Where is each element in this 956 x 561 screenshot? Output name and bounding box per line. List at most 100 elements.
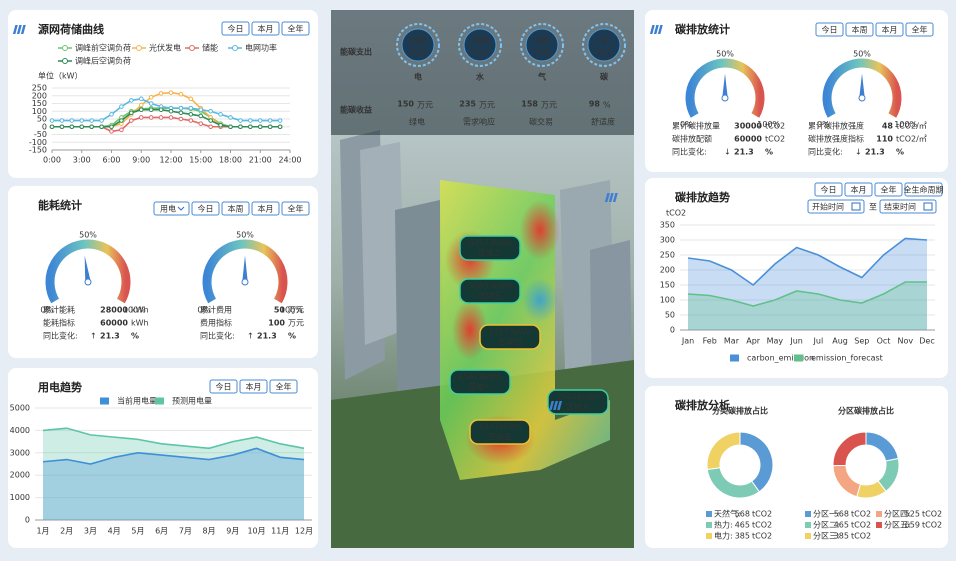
- expense-unit: 万元: [534, 49, 550, 58]
- button[interactable]: [905, 22, 934, 37]
- button-label: 本月: [851, 185, 867, 195]
- point: [248, 124, 253, 130]
- legend-unit: tCO2: [851, 521, 871, 530]
- stat-unit: kWh: [131, 319, 149, 328]
- title-icon: [649, 25, 655, 34]
- zone-badge[interactable]: [469, 419, 531, 445]
- point: [89, 118, 94, 123]
- zone-energy: 43478kWh: [478, 423, 521, 432]
- button-label: 全年: [288, 204, 304, 214]
- x-tick-label: 18:00: [219, 156, 242, 165]
- series-line: [42, 427, 305, 450]
- zone-badge[interactable]: [449, 369, 511, 395]
- button[interactable]: [875, 22, 904, 37]
- button[interactable]: [221, 21, 250, 36]
- button-label: 今日: [198, 204, 214, 214]
- legend-swatch: [876, 511, 882, 517]
- building: [395, 200, 445, 440]
- change-unit: %: [765, 148, 773, 157]
- y-tick-label: 50: [665, 311, 675, 320]
- button[interactable]: [874, 182, 903, 197]
- button-label: 今日: [216, 382, 232, 392]
- expense-value: 58: [536, 37, 548, 46]
- zone-badge[interactable]: [459, 278, 521, 304]
- panel: [645, 10, 948, 172]
- legend-label: emission_forecast: [811, 354, 883, 363]
- expense-unit: 万元: [472, 49, 488, 58]
- zone-badge[interactable]: [479, 324, 541, 350]
- point: [59, 118, 65, 123]
- panel-title: 源网荷储曲线: [38, 22, 104, 36]
- point: [238, 118, 243, 123]
- stat-value: 48: [882, 122, 894, 131]
- ring-inner: [463, 28, 497, 62]
- button[interactable]: [191, 201, 220, 216]
- zone-name: 区域二: [478, 248, 502, 258]
- legend-marker: [136, 45, 142, 51]
- button[interactable]: [904, 182, 943, 197]
- button[interactable]: [269, 379, 298, 394]
- stat-value: 28000: [100, 306, 128, 315]
- date-picker[interactable]: [879, 199, 937, 214]
- point: [49, 118, 55, 123]
- button[interactable]: [209, 379, 238, 394]
- button[interactable]: [844, 182, 873, 197]
- gauge-hub: [858, 94, 866, 102]
- expense-label: 电: [414, 72, 422, 82]
- button[interactable]: [281, 201, 310, 216]
- button[interactable]: [814, 182, 843, 197]
- x-tick-label: 12月: [295, 527, 313, 536]
- button[interactable]: [251, 201, 280, 216]
- button-label: 全年: [276, 382, 292, 392]
- stat-label: 碳排放配额: [672, 134, 712, 144]
- y-tick-label: -150: [29, 146, 47, 155]
- x-tick-label: 21:00: [249, 156, 272, 165]
- gauge-tick: 50%: [716, 50, 734, 59]
- income-value: 158: [521, 100, 538, 109]
- point: [138, 107, 144, 112]
- zone-badge[interactable]: [459, 235, 521, 261]
- point: [257, 124, 263, 130]
- button[interactable]: [815, 22, 844, 37]
- gauge-needle: [242, 255, 248, 281]
- button[interactable]: [845, 22, 874, 37]
- y-tick-label: 200: [32, 91, 47, 100]
- y-tick-label: 150: [32, 99, 47, 108]
- ring: [396, 23, 440, 67]
- button[interactable]: [221, 201, 250, 216]
- x-tick-label: Nov: [897, 337, 913, 346]
- legend-unit: tCO2: [752, 521, 772, 530]
- y-tick-label: 4000: [10, 426, 30, 435]
- date-picker-label: 结束时间: [884, 202, 916, 212]
- button[interactable]: [281, 21, 310, 36]
- gauge-tick: 100%: [123, 306, 146, 315]
- dropdown[interactable]: [153, 201, 190, 216]
- y-tick-label: 250: [32, 84, 47, 93]
- y-axis-label: 单位（kW）: [38, 71, 83, 81]
- gauge-tick: 100%: [894, 120, 917, 129]
- title-icon: [604, 193, 610, 202]
- button[interactable]: [239, 379, 268, 394]
- button[interactable]: [251, 21, 280, 36]
- point: [158, 115, 164, 120]
- legend-swatch: [706, 511, 712, 517]
- title-icon: [653, 25, 659, 34]
- expense-label: 碳: [600, 72, 609, 82]
- section-title: 能碳收益: [340, 105, 372, 115]
- date-picker[interactable]: [807, 199, 865, 214]
- point: [178, 110, 184, 116]
- legend-label: 天然气:: [714, 509, 741, 519]
- expense-value: 350: [410, 37, 427, 46]
- y-tick-label: 100: [660, 296, 675, 305]
- x-tick-label: Mar: [724, 337, 740, 346]
- button-label: 全生命周期: [904, 185, 944, 195]
- point: [198, 113, 204, 119]
- x-tick-label: 11月: [271, 527, 289, 536]
- panel-title: 能耗统计: [38, 198, 82, 212]
- point: [138, 102, 144, 108]
- legend-value: 659: [905, 521, 920, 530]
- gauge-needle: [84, 255, 91, 281]
- zone-badge[interactable]: [547, 389, 609, 415]
- button-label: 本周: [228, 204, 244, 214]
